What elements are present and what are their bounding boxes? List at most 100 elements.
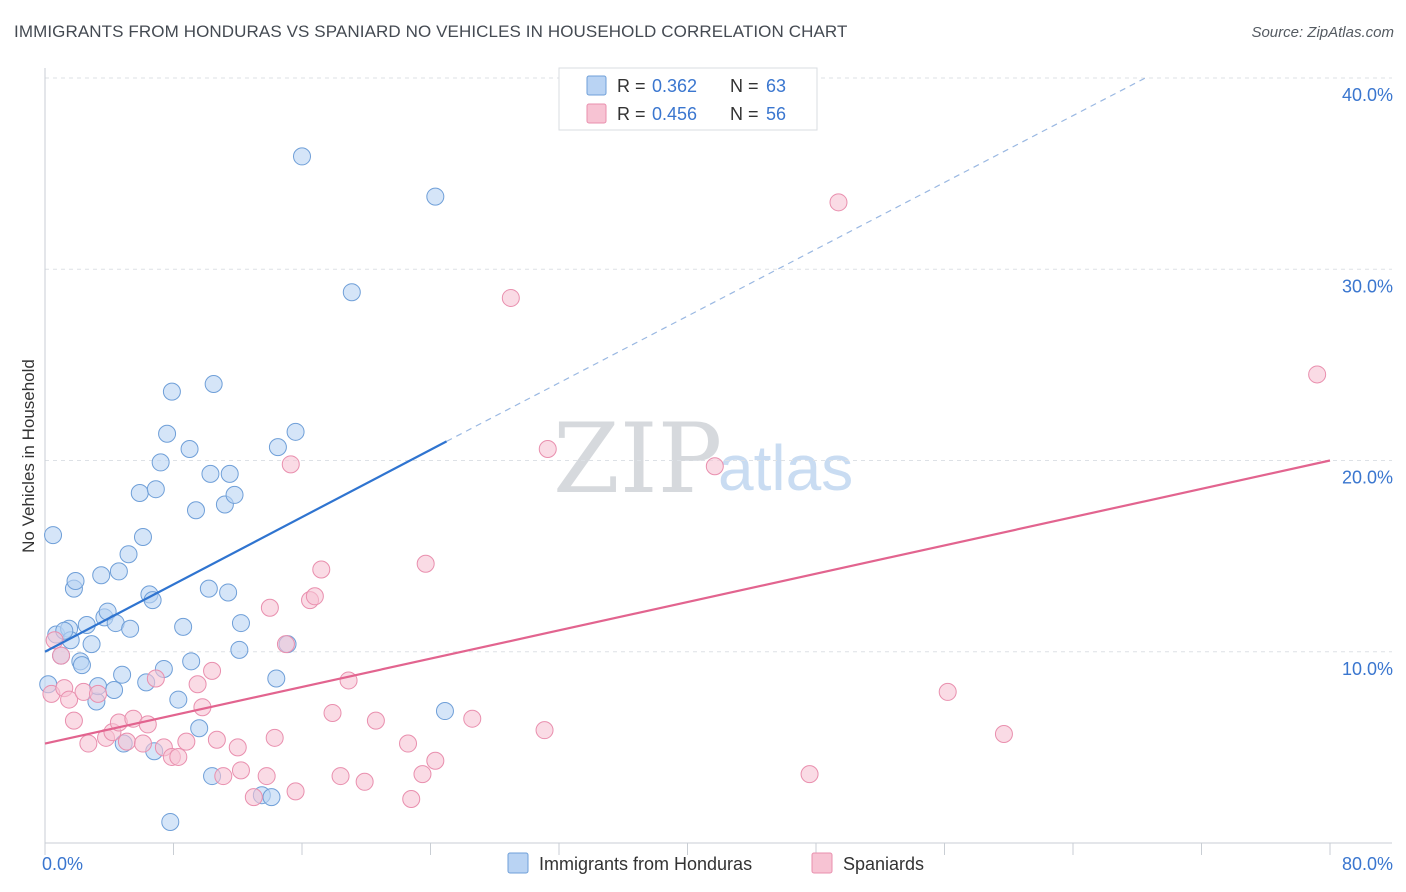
- spaniards-trend-line: [44, 459, 1331, 745]
- honduras-point-44: [204, 375, 223, 393]
- honduras-point-50: [231, 614, 250, 633]
- spaniards-point-21: [188, 675, 207, 694]
- spaniards-point-49: [501, 288, 520, 307]
- honduras-point-37: [180, 440, 199, 459]
- spaniards-point-16: [146, 669, 165, 688]
- chart-source: Source: ZipAtlas.com: [1251, 24, 1394, 41]
- spaniards-point-52: [705, 457, 724, 476]
- gridlines: [45, 77, 1392, 653]
- honduras-point-33: [161, 812, 180, 831]
- honduras-point-39: [186, 501, 205, 520]
- spaniards-point-33: [281, 455, 300, 474]
- honduras-point-48: [225, 485, 244, 504]
- spaniards-point-7: [79, 734, 98, 753]
- honduras-point-11: [82, 635, 101, 654]
- spaniards-point-55: [938, 682, 957, 701]
- bottom-legend-pink-label: Spaniards: [843, 854, 924, 874]
- spaniards-point-19: [169, 747, 188, 766]
- honduras-point-40: [190, 719, 209, 738]
- watermark-atlas: atlas: [718, 432, 853, 504]
- spaniards-point-38: [323, 703, 342, 722]
- legend-pink-r-label: R =: [617, 104, 646, 124]
- honduras-point-34: [162, 382, 181, 401]
- honduras-point-20: [113, 665, 132, 684]
- honduras-point-29: [146, 480, 165, 499]
- spaniards-point-37: [312, 560, 331, 579]
- bottom-legend-pink-swatch: [811, 852, 833, 874]
- honduras-point-46: [219, 583, 238, 602]
- spaniards-point-41: [355, 772, 374, 791]
- spaniards-point-12: [117, 732, 136, 751]
- honduras-point-24: [130, 484, 149, 503]
- honduras-point-7: [66, 571, 85, 590]
- bottom-legend-blue-label: Immigrants from Honduras: [539, 854, 752, 874]
- spaniards-point-50: [535, 721, 554, 740]
- honduras-point-58: [342, 283, 361, 302]
- spaniards-point-27: [231, 761, 250, 780]
- honduras-point-35: [169, 690, 188, 709]
- legend-blue-n-label: N =: [730, 76, 759, 96]
- x-tick-labels: 0.0% 80.0%: [42, 854, 1393, 874]
- spaniards-point-47: [426, 751, 445, 770]
- spaniards-point-34: [286, 782, 305, 801]
- honduras-trend-extension: [446, 77, 1146, 442]
- honduras-point-41: [199, 579, 218, 598]
- chart-title: IMMIGRANTS FROM HONDURAS VS SPANIARD NO …: [14, 22, 848, 41]
- spaniards-point-2: [52, 646, 71, 665]
- honduras-point-19: [109, 562, 128, 581]
- honduras-point-17: [105, 681, 124, 699]
- honduras-point-9: [72, 656, 91, 675]
- x-tick-label-1: 80.0%: [1342, 854, 1393, 874]
- honduras-point-38: [182, 652, 201, 671]
- honduras-point-60: [435, 702, 454, 721]
- honduras-point-23: [121, 619, 140, 638]
- watermark-zip: ZIP: [553, 403, 722, 515]
- honduras-point-14: [92, 566, 111, 585]
- honduras-point-53: [267, 669, 286, 688]
- legend-blue-r-value: 0.362: [652, 76, 697, 96]
- y-tick-label-3: 40.0%: [1342, 85, 1393, 105]
- honduras-point-25: [133, 528, 152, 546]
- spaniards-point-26: [228, 738, 247, 757]
- honduras-point-47: [220, 464, 239, 483]
- y-tick-label-1: 20.0%: [1342, 468, 1393, 488]
- spaniards-point-8: [89, 684, 108, 703]
- honduras-point-57: [293, 147, 311, 166]
- spaniards-point-20: [177, 732, 196, 751]
- spaniards-point-24: [207, 730, 226, 749]
- honduras-point-54: [268, 438, 287, 457]
- legend-pink-n-label: N =: [730, 104, 759, 124]
- legend-pink-r-value: 0.456: [652, 104, 697, 124]
- spaniards-point-53: [800, 765, 819, 784]
- legend-blue-r-label: R =: [617, 76, 646, 96]
- spaniards-point-32: [276, 635, 295, 654]
- spaniards-point-43: [399, 734, 418, 753]
- spaniards-point-28: [244, 788, 263, 807]
- honduras-trend-line: [44, 440, 448, 653]
- honduras-point-42: [201, 464, 220, 483]
- spaniards-point-48: [463, 709, 482, 728]
- spaniards-point-30: [260, 598, 279, 617]
- spaniards-point-31: [265, 728, 284, 747]
- spaniards-point-14: [133, 734, 152, 753]
- y-axis-label: No Vehicles in Household: [19, 359, 38, 553]
- series-legend: Immigrants from Honduras Spaniards: [507, 852, 924, 874]
- spaniards-point-57: [1308, 365, 1327, 384]
- correlation-legend: R = 0.362 N = 63 R = 0.456 N = 56: [558, 67, 818, 131]
- axes: [44, 68, 1392, 855]
- spaniards-point-29: [257, 767, 276, 786]
- honduras-point-1: [44, 526, 63, 545]
- spaniards-point-39: [331, 767, 350, 786]
- honduras-point-22: [119, 545, 138, 564]
- spaniards-point-4: [60, 690, 79, 709]
- y-tick-label-0: 10.0%: [1342, 659, 1393, 679]
- series-honduras-points: [39, 147, 454, 831]
- trend-lines: [44, 77, 1331, 745]
- spaniards-point-56: [994, 724, 1013, 743]
- bottom-legend-blue-swatch: [507, 852, 529, 874]
- y-tick-labels: 10.0% 20.0% 30.0% 40.0%: [1342, 85, 1393, 679]
- series-spaniards-points: [42, 193, 1327, 809]
- legend-blue-swatch: [586, 75, 607, 96]
- honduras-point-59: [426, 187, 445, 206]
